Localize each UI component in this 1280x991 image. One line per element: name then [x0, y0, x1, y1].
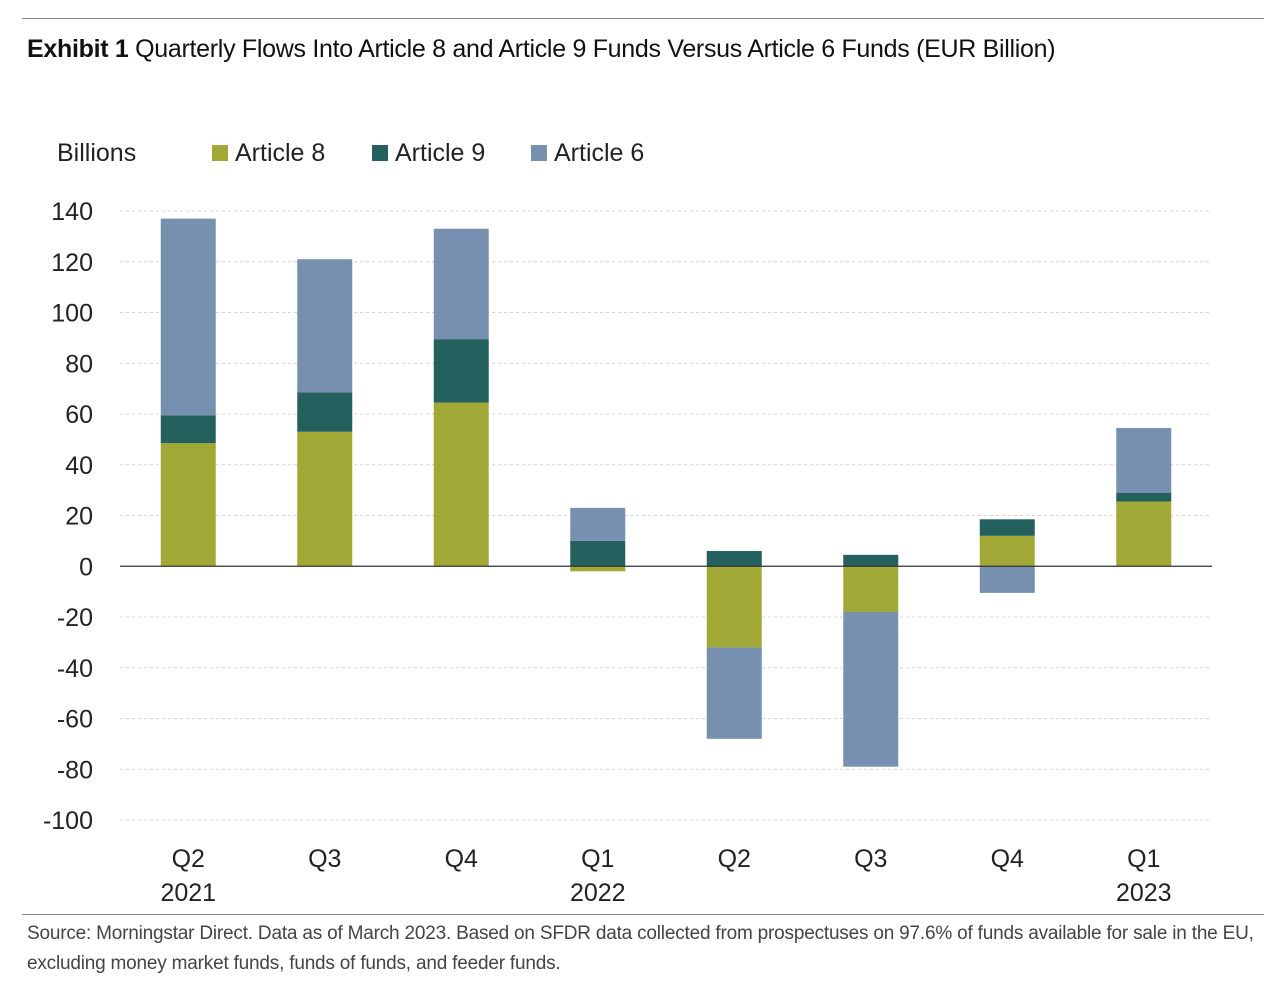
x-tick-label-quarter: Q4	[991, 845, 1024, 873]
y-tick-label: -80	[57, 756, 93, 784]
y-axis-label: Billions	[57, 139, 136, 167]
legend-label: Article 6	[554, 139, 644, 167]
y-tick-label: 140	[51, 198, 93, 226]
bar-segment	[979, 519, 1035, 536]
bar-segment	[706, 566, 762, 648]
legend-label: Article 8	[235, 139, 325, 167]
bar-segment	[433, 228, 489, 340]
chart-title: Exhibit 1 Quarterly Flows Into Article 8…	[27, 33, 1056, 65]
x-tick-label-quarter: Q4	[445, 845, 478, 873]
bar-segment	[433, 339, 489, 403]
x-tick-label-year: 2021	[160, 879, 216, 907]
bar-segment	[1116, 501, 1172, 567]
x-tick-label-quarter: Q1	[1127, 845, 1160, 873]
x-tick-label-quarter: Q3	[854, 845, 887, 873]
bar-segment	[706, 647, 762, 739]
y-tick-label: 60	[65, 401, 93, 429]
stacked-bar-chart: 140 120 100 80 60 40 20 0 -20 -40 -60 -80 -100 Billio…	[43, 139, 1212, 907]
x-tick-label-year: 2022	[570, 879, 626, 907]
x-tick-label-quarter: Q3	[308, 845, 341, 873]
bar-segment	[570, 540, 626, 567]
bar-segment	[843, 611, 899, 767]
y-tick-label: -100	[43, 807, 93, 835]
bar-segment	[570, 507, 626, 541]
exhibit-label: Exhibit 1	[27, 35, 129, 63]
bar-segment	[1116, 492, 1172, 502]
y-tick-label: -20	[57, 604, 93, 632]
bottom-rule	[22, 914, 1264, 915]
y-tick-label: 80	[65, 350, 93, 378]
bar-segment	[160, 443, 216, 567]
title-text: Quarterly Flows Into Article 8 and Artic…	[135, 35, 1056, 63]
top-rule	[22, 18, 1264, 19]
y-tick-label: 120	[51, 249, 93, 277]
y-tick-label: -40	[57, 655, 93, 683]
legend-swatch	[372, 145, 388, 161]
x-tick-label-quarter: Q2	[172, 845, 205, 873]
bar-segment	[297, 431, 353, 567]
bar-segment	[843, 554, 899, 567]
bar-segment	[297, 259, 353, 393]
y-tick-label: -60	[57, 706, 93, 734]
y-tick-label: 40	[65, 452, 93, 480]
y-tick-label: 20	[65, 503, 93, 531]
bar-segment	[570, 566, 626, 572]
bar-segment	[160, 218, 216, 416]
bar-segment	[297, 392, 353, 432]
bar-segment	[160, 415, 216, 444]
y-tick-label: 0	[79, 553, 93, 581]
bar-segment	[843, 566, 899, 612]
legend-swatch	[531, 145, 547, 161]
x-tick-label-quarter: Q2	[718, 845, 751, 873]
y-tick-label: 100	[51, 300, 93, 328]
x-tick-label-year: 2023	[1116, 879, 1172, 907]
bar-segment	[1116, 427, 1172, 493]
bar-segment	[706, 551, 762, 567]
bar-segment	[979, 566, 1035, 593]
source-note: Source: Morningstar Direct. Data as of M…	[27, 923, 1254, 974]
legend-swatch	[212, 145, 228, 161]
bar-segment	[433, 402, 489, 567]
x-tick-label-quarter: Q1	[581, 845, 614, 873]
bar-segment	[979, 535, 1035, 567]
legend-label: Article 9	[395, 139, 485, 167]
